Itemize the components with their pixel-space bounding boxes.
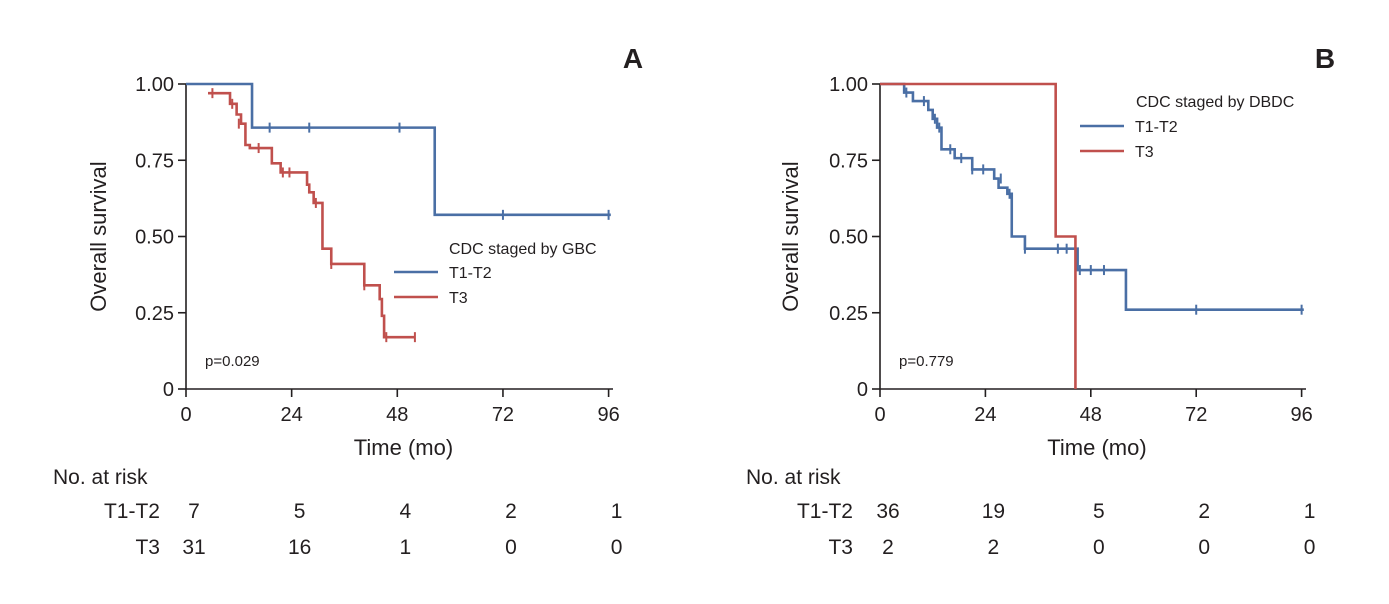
y-tick-label: 0.75 [829, 150, 868, 172]
curve-t3 [208, 91, 415, 339]
risk-value: 31 [182, 536, 205, 559]
curve-t1-t2 [186, 82, 611, 217]
y-tick-label: 0.50 [829, 227, 868, 249]
risk-row-label: T3 [828, 536, 853, 559]
risk-value: 5 [294, 500, 306, 523]
panel-b: 0 0.25 0.50 0.75 1.00 0 24 48 72 96 Time (mo) Overa… [746, 43, 1335, 559]
risk-value: 0 [1093, 536, 1105, 559]
x-tick-label: 0 [874, 404, 885, 426]
curve-t3 [880, 82, 1077, 389]
risk-value: 7 [188, 500, 200, 523]
y-axis-title: Overall survival [86, 161, 111, 311]
x-tick-label: 48 [1080, 404, 1102, 426]
risk-value: 2 [505, 500, 517, 523]
risk-table-title: No. at risk [746, 466, 841, 489]
legend-label: T1-T2 [1135, 119, 1178, 136]
x-tick-label: 96 [597, 404, 619, 426]
x-tick-label: 0 [180, 404, 191, 426]
risk-value: 2 [988, 536, 1000, 559]
x-tick-label: 72 [1185, 404, 1207, 426]
y-tick-label: 1.00 [135, 74, 174, 96]
y-tick-label: 1.00 [829, 74, 868, 96]
x-axis-title: Time (mo) [1047, 435, 1146, 460]
risk-value: 1 [611, 500, 623, 523]
risk-value: 1 [1304, 500, 1316, 523]
x-tick-label: 24 [281, 404, 303, 426]
risk-value: 1 [399, 536, 411, 559]
x-tick-label: 96 [1290, 404, 1312, 426]
y-tick-label: 0.25 [135, 303, 174, 325]
legend-label: T3 [1135, 144, 1154, 161]
risk-value: 2 [1198, 500, 1210, 523]
risk-value: 0 [611, 536, 623, 559]
risk-value: 0 [1304, 536, 1316, 559]
y-tick-label: 0 [163, 379, 174, 401]
risk-value: 5 [1093, 500, 1105, 523]
risk-value: 19 [982, 500, 1005, 523]
risk-row-label: T1-T2 [797, 500, 853, 523]
y-tick-label: 0.75 [135, 150, 174, 172]
risk-value: 0 [1198, 536, 1210, 559]
panel-letter: B [1315, 43, 1335, 74]
legend-title: CDC staged by DBDC [1136, 94, 1294, 111]
panel-letter: A [623, 43, 643, 74]
risk-value: 4 [399, 500, 411, 523]
legend-label: T3 [449, 290, 468, 307]
x-axis-title: Time (mo) [354, 435, 453, 460]
y-tick-label: 0 [857, 379, 868, 401]
legend-title: CDC staged by GBC [449, 241, 597, 258]
risk-value: 0 [505, 536, 517, 559]
risk-value: 2 [882, 536, 894, 559]
risk-row-label: T1-T2 [104, 500, 160, 523]
y-tick-label: 0.25 [829, 303, 868, 325]
risk-value: 36 [876, 500, 899, 523]
p-value: p=0.779 [899, 353, 954, 370]
p-value: p=0.029 [205, 353, 260, 370]
x-tick-label: 48 [386, 404, 408, 426]
risk-row-label: T3 [135, 536, 160, 559]
x-tick-label: 24 [974, 404, 996, 426]
legend-label: T1-T2 [449, 265, 492, 282]
risk-value: 16 [288, 536, 311, 559]
curve-t1-t2 [880, 82, 1304, 311]
x-tick-label: 72 [492, 404, 514, 426]
risk-table-title: No. at risk [53, 466, 148, 489]
y-axis-title: Overall survival [778, 161, 803, 311]
y-tick-label: 0.50 [135, 227, 174, 249]
